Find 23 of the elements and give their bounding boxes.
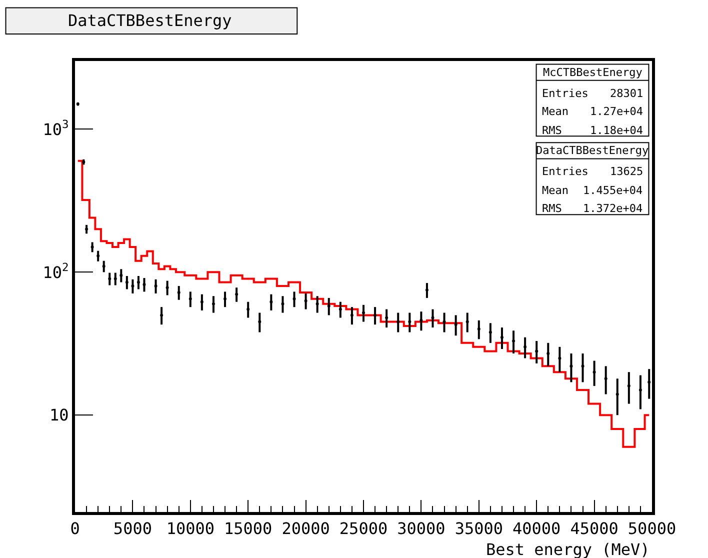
annotation: DataCTBBestEnergy <box>536 144 649 157</box>
x-tick-label: 25000 <box>339 519 388 538</box>
x-tick-label: 5000 <box>113 519 152 538</box>
x-tick-label: 0 <box>70 519 80 538</box>
text: RMS 1.18e+04 <box>542 124 643 137</box>
annotation: McCTBBestEnergy <box>543 66 643 79</box>
x-tick-label: 40000 <box>512 519 561 538</box>
text: RMS 1.372e+04 <box>542 202 643 215</box>
x-tick-label: 30000 <box>397 519 446 538</box>
y-tick-label: 10$^{3}$ <box>42 118 69 139</box>
x-tick-label: 50000 <box>628 519 676 538</box>
text: Entries 28301 <box>542 87 644 100</box>
y-tick-label: 10$^{2}$ <box>42 261 69 282</box>
x-tick-label: 45000 <box>570 519 618 538</box>
x-tick-label: 10000 <box>166 519 214 538</box>
y-tick-label: 10 <box>50 406 69 425</box>
chart-title: DataCTBBestEnergy <box>68 11 232 30</box>
x-tick-label: 15000 <box>224 519 272 538</box>
x-tick-label: 35000 <box>454 519 503 538</box>
text: Mean 1.455e+04 <box>542 184 643 197</box>
x-tick-label: 20000 <box>282 519 330 538</box>
text: Mean 1.27e+04 <box>542 105 643 118</box>
text: Entries 13625 <box>542 165 644 178</box>
